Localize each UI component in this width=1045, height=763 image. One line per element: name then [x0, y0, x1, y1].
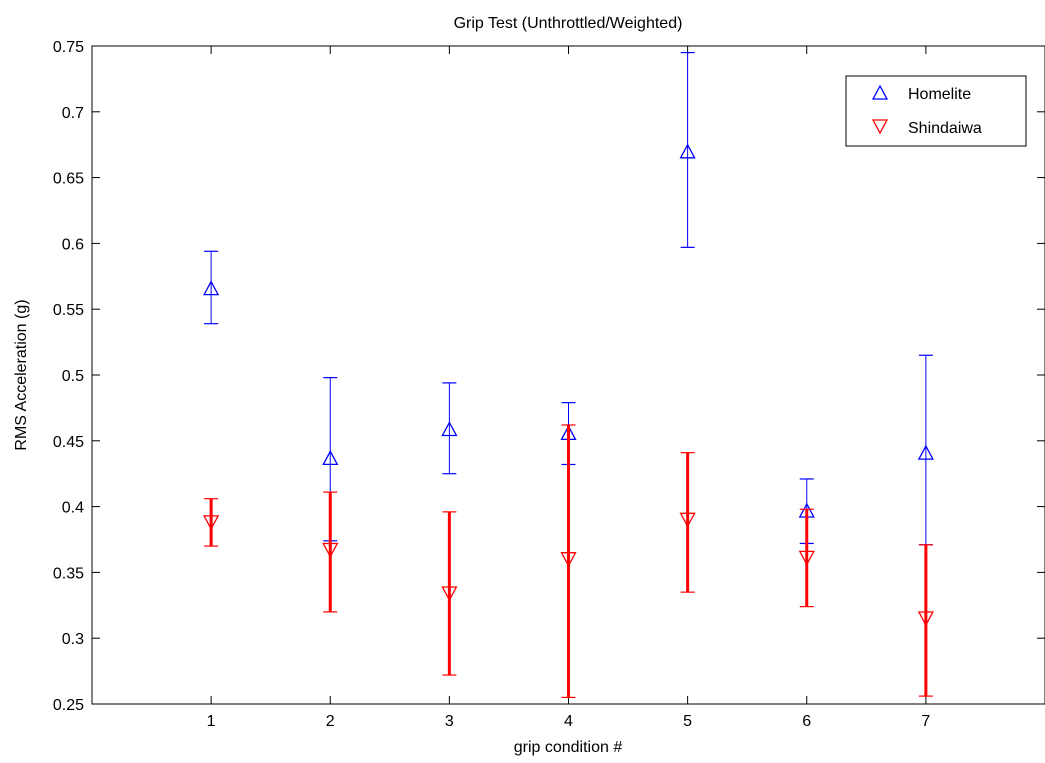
x-tick-label: 5 [683, 713, 692, 730]
x-axis-label: grip condition # [514, 739, 623, 756]
x-tick-label: 4 [564, 713, 573, 730]
chart-title: Grip Test (Unthrottled/Weighted) [454, 15, 683, 32]
y-tick-label: 0.3 [62, 631, 84, 648]
x-tick-label: 1 [207, 713, 216, 730]
y-tick-label: 0.55 [53, 302, 84, 319]
x-tick-label: 6 [802, 713, 811, 730]
legend-label-homelite: Homelite [908, 86, 971, 103]
y-tick-label: 0.5 [62, 368, 84, 385]
x-tick-label: 3 [445, 713, 454, 730]
x-tick-label: 2 [326, 713, 335, 730]
x-tick-label: 7 [921, 713, 930, 730]
y-tick-label: 0.45 [53, 434, 84, 451]
legend: Homelite Shindaiwa [846, 76, 1026, 146]
y-tick-label: 0.4 [62, 500, 84, 517]
y-tick-label: 0.65 [53, 171, 84, 188]
y-tick-label: 0.25 [53, 697, 84, 714]
y-tick-label: 0.75 [53, 39, 84, 56]
legend-label-shindaiwa: Shindaiwa [908, 120, 982, 137]
y-tick-label: 0.6 [62, 236, 84, 253]
y-axis-label: RMS Acceleration (g) [13, 299, 30, 450]
y-tick-label: 0.7 [62, 105, 84, 122]
y-tick-label: 0.35 [53, 565, 84, 582]
